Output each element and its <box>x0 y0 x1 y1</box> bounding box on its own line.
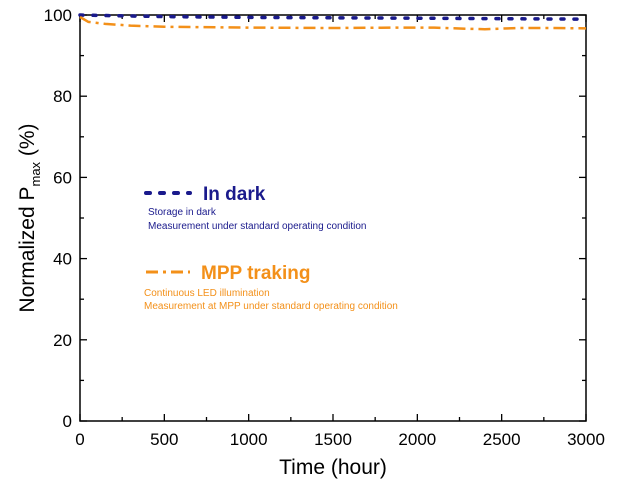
legend: In dark Storage in dark Measurement unde… <box>144 184 398 312</box>
x-tick-label: 2000 <box>398 430 436 449</box>
x-tick-label: 1500 <box>314 430 352 449</box>
y-tick-label: 40 <box>53 250 72 269</box>
legend-in-dark-label: In dark <box>203 184 266 205</box>
series-line-mpp-traking <box>79 15 587 31</box>
x-tick-label: 500 <box>150 430 178 449</box>
y-tick-label: 100 <box>44 6 72 25</box>
series-line-in-dark <box>78 13 580 21</box>
x-tick-label: 2500 <box>483 430 521 449</box>
x-tick-label: 0 <box>75 430 84 449</box>
y-axis-title: Normalized Pmax (%) <box>16 123 43 312</box>
legend-in-dark-desc-2: Measurement under standard operating con… <box>148 221 366 232</box>
legend-in-dark-desc-1: Storage in dark <box>148 207 217 218</box>
y-axis-title-sub: max <box>28 161 43 186</box>
legend-mpp-label: MPP traking <box>201 263 310 284</box>
y-tick-label: 20 <box>53 331 72 350</box>
plot-area <box>79 14 587 422</box>
plot-frame <box>79 14 587 422</box>
legend-mpp-desc-1: Continuous LED illumination <box>144 288 270 299</box>
x-axis-title: Time (hour) <box>279 456 387 479</box>
y-axis-title-main: Normalized P <box>16 187 39 313</box>
x-tick-label: 1000 <box>230 430 268 449</box>
y-tick-label: 80 <box>53 87 72 106</box>
axis-ticks: 0 500 1000 1500 2000 2500 3000 0 20 40 60 80 100 <box>44 6 605 449</box>
legend-mpp-desc-2: Measurement at MPP under standard operat… <box>144 301 398 312</box>
series-layer <box>78 13 587 31</box>
y-tick-label: 60 <box>53 168 72 187</box>
y-axis-title-unit: (%) <box>16 123 39 156</box>
x-tick-label: 3000 <box>567 430 605 449</box>
y-tick-label: 0 <box>63 412 72 431</box>
